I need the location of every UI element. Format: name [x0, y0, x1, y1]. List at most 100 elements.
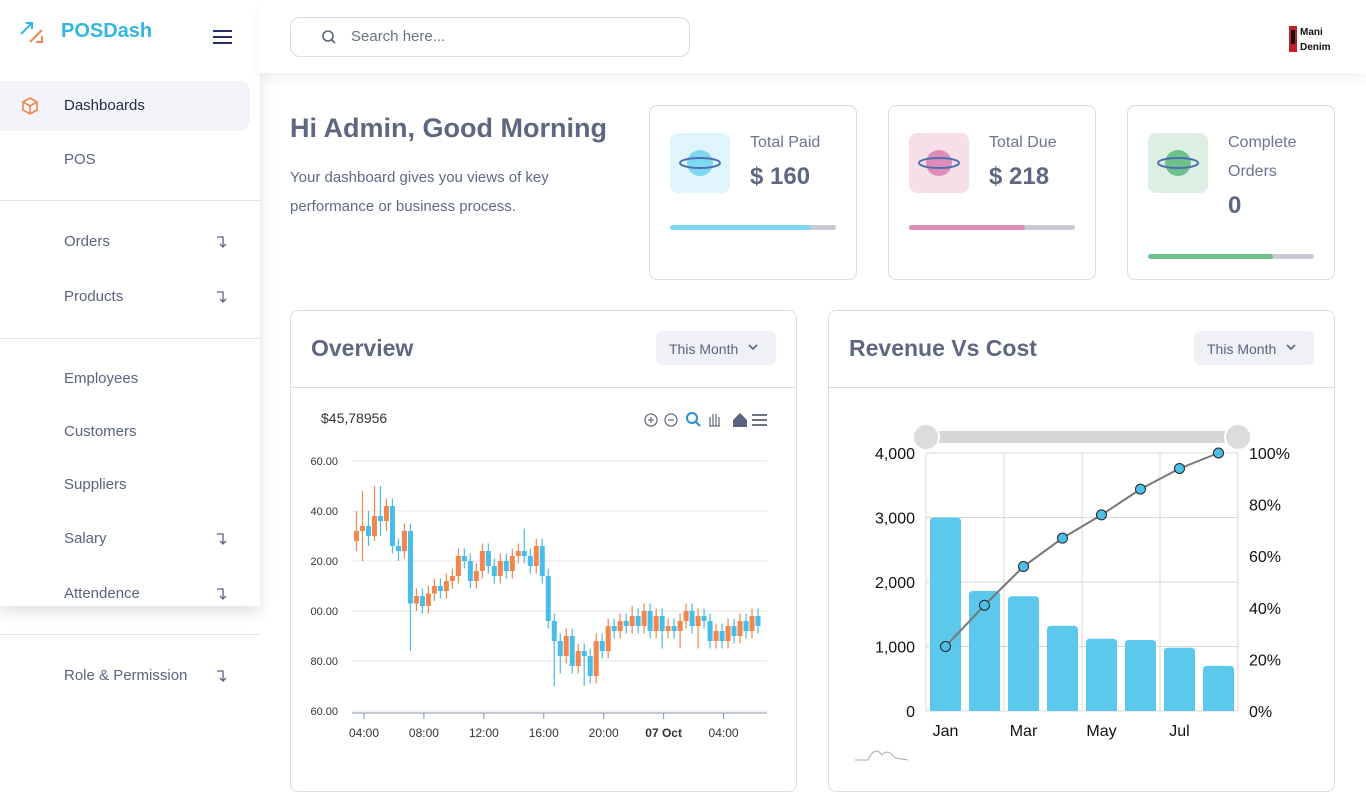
menu-item[interactable]: Customers — [64, 423, 137, 440]
brand-logo[interactable]: Mani Denim — [1286, 22, 1336, 56]
card-icon — [1148, 133, 1208, 193]
candle-body — [647, 611, 653, 631]
bar — [969, 591, 1000, 711]
candle-body — [497, 561, 503, 576]
divider — [0, 634, 260, 635]
search-box[interactable]: Search here... — [290, 17, 690, 57]
candle-body — [383, 506, 389, 521]
logo-text: Mani — [1300, 27, 1323, 38]
y2-tick-label: 40% — [1249, 601, 1281, 618]
y-tick-label: 00.00 — [310, 606, 338, 618]
candle-body — [431, 586, 437, 594]
candle-body — [617, 621, 623, 631]
candle-body — [707, 621, 713, 641]
range-slider[interactable] — [926, 431, 1238, 443]
candle-body — [671, 626, 677, 631]
candle-body — [521, 551, 527, 556]
menu-item[interactable]: Role & Permission — [64, 667, 188, 684]
candle-body — [443, 581, 449, 591]
y-tick-label: 80.00 — [310, 656, 338, 668]
candle-body — [437, 586, 443, 591]
candle-body — [401, 531, 407, 551]
brand[interactable]: POSDash — [61, 20, 153, 42]
candle-body — [683, 611, 689, 621]
candle-body — [695, 616, 701, 626]
candle-body — [467, 561, 473, 581]
bar — [1047, 625, 1078, 711]
bar — [930, 517, 961, 711]
card-label: Total Paid — [750, 134, 821, 151]
period-dropdown[interactable]: This Month — [1194, 331, 1314, 365]
candle-body — [533, 546, 539, 566]
submenu-arrow[interactable] — [215, 668, 229, 684]
divider — [0, 200, 260, 201]
submenu-arrow[interactable] — [215, 531, 229, 547]
candle-body — [719, 631, 725, 641]
card-label: Complete Orders — [1228, 134, 1297, 180]
y-tick-label: 60.00 — [310, 456, 338, 468]
submenu-arrow[interactable] — [215, 586, 229, 602]
bar — [1125, 640, 1156, 711]
progress-track — [909, 225, 1075, 230]
candle-body — [551, 621, 557, 641]
candlestick-chart: $45,78956 60.00 80.00 00.00 20.00 40.00 60.00 0… — [310, 410, 767, 740]
welcome-text: Your dashboard gives you views of key pe… — [290, 169, 549, 215]
candle-body — [449, 576, 455, 581]
y-tick-label: 1,000 — [875, 640, 915, 657]
candle-body — [755, 616, 761, 626]
stat-card: Complete Orders 0 — [1127, 105, 1335, 280]
candle-body — [689, 611, 695, 626]
menu-item[interactable]: Dashboards — [64, 97, 145, 114]
period-dropdown[interactable]: This Month — [656, 331, 776, 365]
submenu-arrow[interactable] — [215, 289, 229, 305]
slider-handle[interactable] — [1224, 423, 1252, 451]
mini-brush[interactable] — [855, 750, 909, 761]
bar — [1203, 665, 1234, 711]
card-row: Total Paid $ 160 — [670, 128, 836, 197]
candle-body — [353, 531, 359, 541]
x-tick-label: 04:00 — [349, 726, 379, 740]
candle-body — [545, 576, 551, 621]
chevron — [1286, 344, 1296, 351]
candle-body — [593, 641, 599, 676]
candle-body — [623, 621, 629, 626]
menu-item[interactable]: Salary — [64, 530, 107, 547]
x-tick-label: Jul — [1169, 723, 1189, 740]
menu-item[interactable]: Orders — [64, 233, 110, 250]
candle-body — [473, 571, 479, 581]
candle-body — [575, 651, 581, 666]
chart-toolbar[interactable] — [644, 412, 767, 427]
candle-body — [611, 626, 617, 631]
line-marker — [1096, 509, 1107, 521]
topbar — [260, 0, 1366, 73]
candle-body — [425, 593, 431, 606]
menu-toggle[interactable] — [212, 29, 234, 45]
menu-item[interactable]: Suppliers — [64, 476, 127, 493]
candle-body — [653, 616, 659, 631]
card-label: Total Due — [989, 134, 1057, 151]
menu-item[interactable]: Employees — [64, 370, 139, 387]
progress-track — [670, 225, 836, 230]
card-row: Total Due $ 218 — [909, 128, 1075, 197]
submenu-arrow[interactable] — [215, 234, 229, 250]
candle-body — [365, 526, 371, 536]
candle-body — [665, 626, 671, 631]
x-tick-label: 07 Oct — [645, 726, 682, 740]
y2-tick-label: 100% — [1249, 446, 1290, 463]
bar — [1164, 647, 1195, 711]
candle-body — [701, 616, 707, 621]
candle-body — [455, 556, 461, 576]
slider-handle[interactable] — [912, 423, 940, 451]
menu-item[interactable]: Products — [64, 288, 124, 305]
chart-title: Overview — [311, 335, 414, 361]
candle-body — [569, 636, 575, 666]
x-tick-label: 16:00 — [529, 726, 559, 740]
y-tick-label: 60.00 — [310, 706, 338, 718]
line-marker — [940, 641, 951, 652]
candle-body — [479, 551, 485, 571]
menu-item[interactable]: Attendence — [64, 585, 140, 602]
menu-item[interactable]: POS — [64, 151, 96, 168]
x-tick-label: Mar — [1010, 723, 1038, 740]
stat-card: Total Due $ 218 — [888, 105, 1096, 280]
candle-body — [557, 641, 563, 656]
